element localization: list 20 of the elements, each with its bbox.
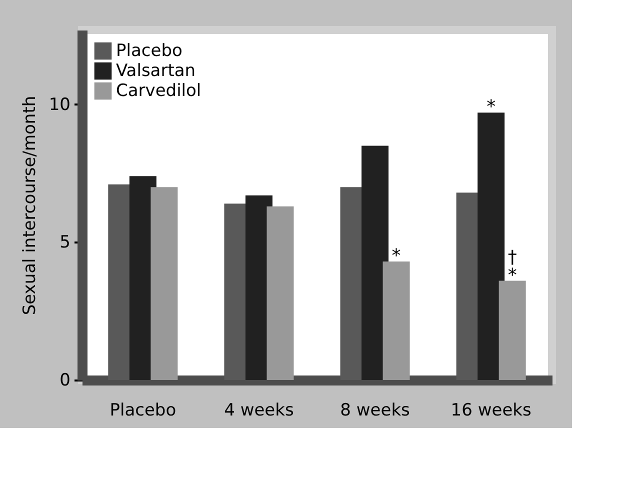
- y-tick-label: 10: [48, 94, 70, 115]
- legend-label: Carvedilol: [116, 81, 202, 101]
- y-axis-title: Sexual intercourse/month: [20, 96, 40, 316]
- bar: [150, 187, 178, 380]
- data-label: *: [486, 96, 496, 118]
- legend-label: Placebo: [116, 41, 182, 61]
- bar: [362, 146, 389, 380]
- y-tick-label: 0: [60, 370, 70, 390]
- bar: [266, 206, 294, 380]
- bar: [478, 112, 505, 380]
- x-tick-label: 16 weeks: [450, 400, 532, 420]
- text: † *: [508, 246, 517, 286]
- data-label: *: [392, 245, 401, 266]
- x-tick-label: Placebo: [110, 400, 176, 420]
- y-tick-label: 5: [60, 232, 70, 253]
- bar: [498, 280, 526, 380]
- bar: [382, 261, 410, 380]
- x-tick-label: 4 weeks: [224, 400, 294, 420]
- legend-label: Valsartan: [116, 61, 196, 81]
- x-tick-label: 8 weeks: [340, 400, 410, 420]
